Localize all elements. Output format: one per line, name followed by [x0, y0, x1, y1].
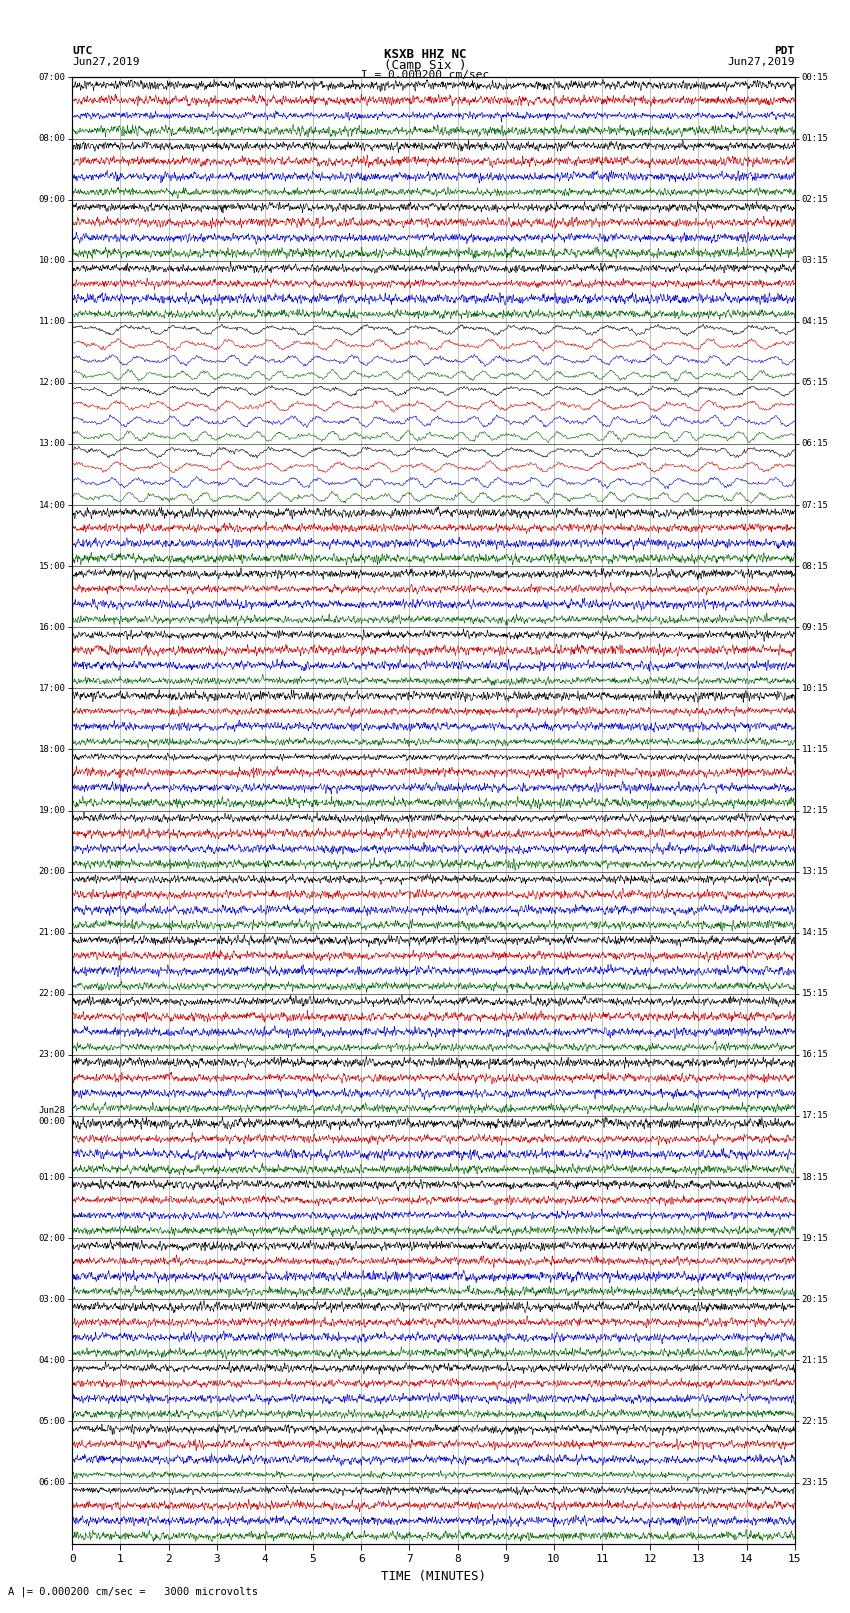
- Text: A |= 0.000200 cm/sec =   3000 microvolts: A |= 0.000200 cm/sec = 3000 microvolts: [8, 1586, 258, 1597]
- Text: Jun27,2019: Jun27,2019: [72, 58, 139, 68]
- Text: KSXB HHZ NC: KSXB HHZ NC: [383, 47, 467, 61]
- Text: PDT: PDT: [774, 45, 795, 56]
- X-axis label: TIME (MINUTES): TIME (MINUTES): [381, 1569, 486, 1582]
- Text: (Camp Six ): (Camp Six ): [383, 58, 467, 73]
- Text: Jun27,2019: Jun27,2019: [728, 58, 795, 68]
- Text: UTC: UTC: [72, 45, 93, 56]
- Text: I = 0.000200 cm/sec: I = 0.000200 cm/sec: [361, 71, 489, 81]
